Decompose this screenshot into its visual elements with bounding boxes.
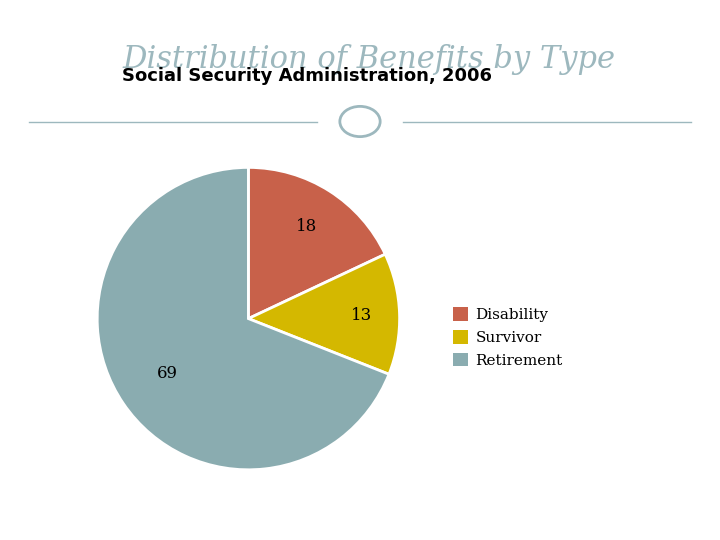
Text: Social Security Administration, 2006: Social Security Administration, 2006 <box>122 66 492 85</box>
Text: Distribution of Benefits by Type: Distribution of Benefits by Type <box>122 44 616 75</box>
Text: 69: 69 <box>157 366 178 382</box>
Wedge shape <box>248 254 400 374</box>
Legend: Disability, Survivor, Retirement: Disability, Survivor, Retirement <box>453 307 563 368</box>
Text: 18: 18 <box>296 218 318 235</box>
Wedge shape <box>248 167 385 319</box>
Text: 13: 13 <box>351 307 372 323</box>
Wedge shape <box>97 167 389 470</box>
